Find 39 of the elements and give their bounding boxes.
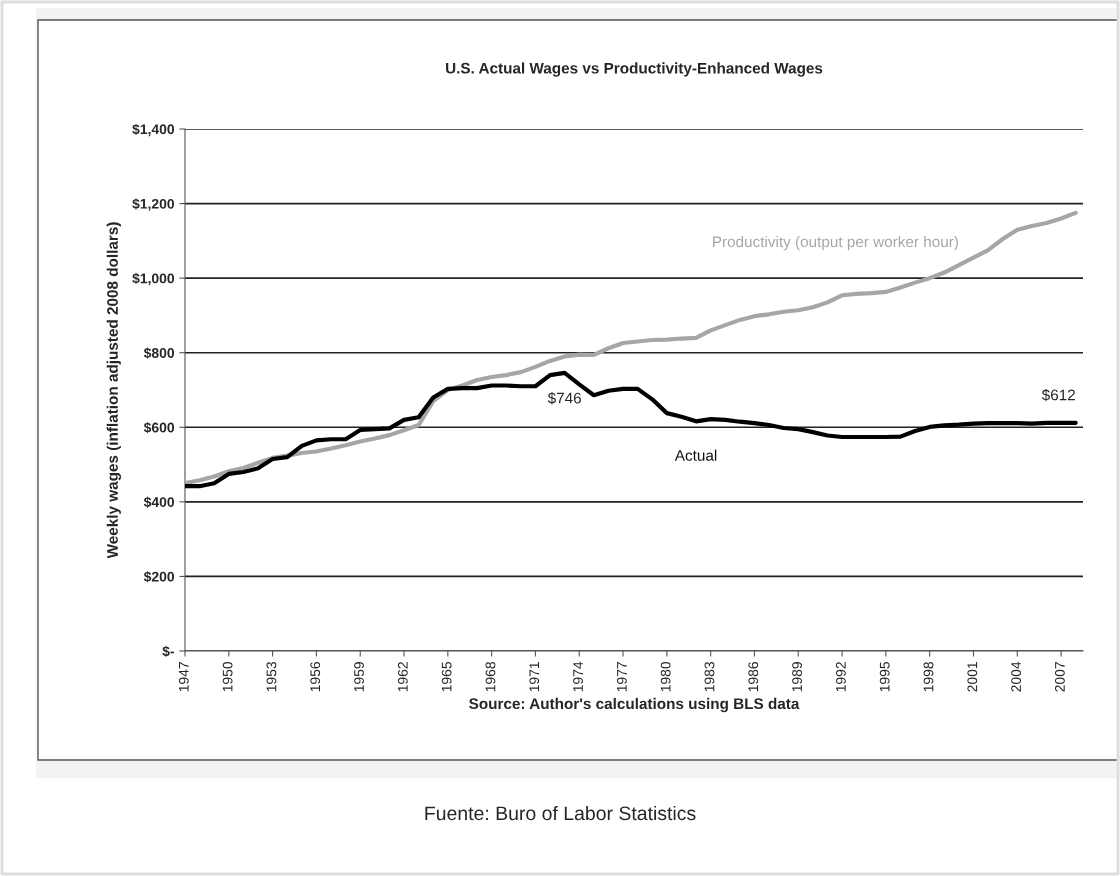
x-tick-label: 1980 <box>660 661 671 692</box>
y-tick-label: $200 <box>143 571 175 583</box>
x-tick-label: 1959 <box>354 662 364 692</box>
source-note: Fuente: Buro of Labor Statistics <box>425 805 696 821</box>
x-tick-label: 2007 <box>1054 662 1065 692</box>
chart-title: U.S. Actual Wages vs Productivity-Enhanced Wages <box>446 62 823 77</box>
x-tick-label: 1977 <box>616 662 627 692</box>
x-tick-label: 1995 <box>879 662 890 692</box>
annotation: $746 <box>547 392 581 405</box>
x-tick-label: 2004 <box>1011 661 1022 692</box>
line-series <box>185 370 1078 489</box>
y-axis-title: Weekly wages (inflation adjusted 2008 dollars) <box>106 222 121 559</box>
x-tick-label: 1986 <box>748 662 759 692</box>
y-tick-label: $1,000 <box>132 272 175 286</box>
x-tick-label: 1953 <box>266 662 277 692</box>
y-tick-label: $1,200 <box>132 198 175 211</box>
y-tick-label: $- <box>162 645 175 658</box>
x-tick-label: 1947 <box>178 662 189 692</box>
series-label: Productivity (output per worker hour) <box>713 235 958 251</box>
x-tick-label: 1971 <box>529 662 540 692</box>
x-tick-label: 1950 <box>222 661 233 692</box>
series-label: Actual <box>674 449 717 461</box>
x-tick-label: 1983 <box>704 662 715 692</box>
x-tick-label: 1992 <box>835 662 846 692</box>
line-series <box>185 210 1078 486</box>
x-tick-label: 1989 <box>792 662 802 692</box>
y-tick-label: $1,400 <box>132 123 175 137</box>
y-tick-label: $800 <box>143 347 175 359</box>
x-tick-label: 2001 <box>967 662 978 692</box>
y-tick-label: $600 <box>143 422 175 434</box>
x-tick-label: 1968 <box>485 662 496 692</box>
x-tick-label: 1956 <box>310 662 321 692</box>
y-tick-label: $400 <box>143 496 175 508</box>
x-axis-title: Source: Author's calculations using BLS data <box>469 697 800 713</box>
x-tick-label: 1965 <box>441 662 452 692</box>
x-tick-label: 1974 <box>573 661 583 692</box>
annotation: $612 <box>1041 388 1075 402</box>
x-tick-label: 1998 <box>923 662 934 692</box>
x-tick-label: 1962 <box>397 662 408 692</box>
